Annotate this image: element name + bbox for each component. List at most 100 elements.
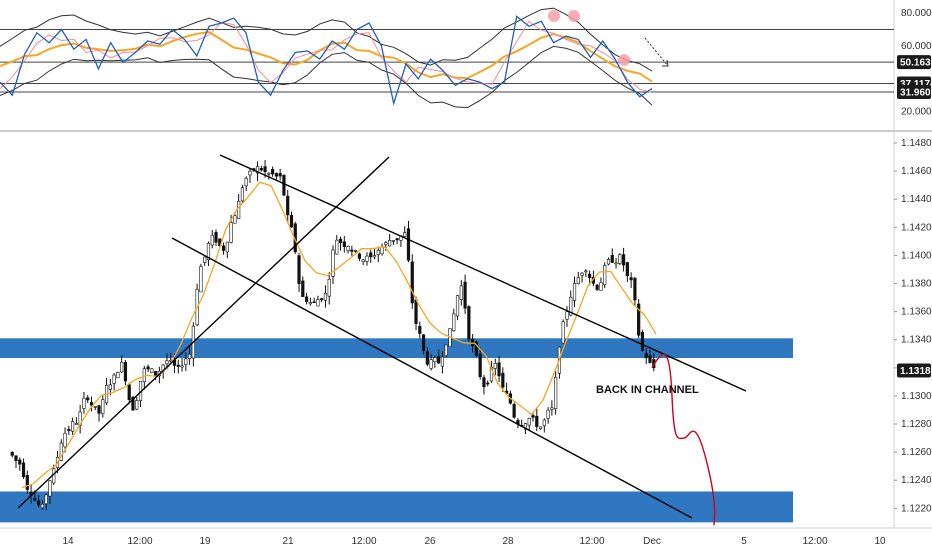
candle-body xyxy=(629,277,633,281)
candle-body xyxy=(21,462,26,478)
candle-body xyxy=(18,459,22,465)
candle-body xyxy=(584,270,588,273)
candle-body xyxy=(97,405,101,414)
candle-body xyxy=(63,432,67,448)
oscillator-moving-average xyxy=(0,31,653,83)
candle-body xyxy=(501,372,505,388)
candle-body xyxy=(497,362,501,377)
price-tick-label: 1.13400 xyxy=(901,335,932,346)
candle-body xyxy=(565,311,569,320)
trend-arrow-head xyxy=(662,59,669,67)
candle-body xyxy=(357,253,362,259)
price-tick-label: 1.14800 xyxy=(901,138,932,149)
candle-body xyxy=(361,259,365,262)
candle-body xyxy=(146,366,150,370)
oscillator-signal-line xyxy=(0,20,653,94)
candle-body xyxy=(120,361,124,373)
candle-body xyxy=(327,278,331,297)
candle-body xyxy=(350,249,354,252)
candle-body xyxy=(176,364,180,367)
candle-body xyxy=(410,261,414,304)
price-moving-average xyxy=(21,181,657,489)
candle-body xyxy=(71,421,75,432)
candle-body xyxy=(25,475,29,490)
candle-body xyxy=(37,500,41,506)
candle-body xyxy=(467,306,471,340)
candle-body xyxy=(459,285,463,301)
candle-body xyxy=(108,384,112,390)
candle-body xyxy=(210,234,214,246)
oscillator-lower-band xyxy=(0,45,653,109)
candle-body xyxy=(199,266,203,293)
resistance-zone xyxy=(0,338,793,358)
candle-body xyxy=(286,195,290,216)
candle-body xyxy=(221,245,226,251)
candle-body xyxy=(380,246,384,255)
candle-body xyxy=(369,252,373,258)
candle-body xyxy=(271,169,275,175)
candle-body xyxy=(561,321,565,344)
overbought-marker xyxy=(548,10,560,22)
candle-body xyxy=(471,338,475,347)
price-tick-label: 1.14200 xyxy=(901,222,932,233)
candle-body xyxy=(572,283,577,301)
candle-body xyxy=(414,299,418,324)
oscillator-badge-label: 37.1174 xyxy=(900,79,932,90)
candle-body xyxy=(554,377,558,410)
overbought-marker xyxy=(568,10,580,22)
candle-body xyxy=(259,168,263,171)
candle-body xyxy=(463,281,467,309)
candle-body xyxy=(395,238,399,241)
candle-body xyxy=(633,278,637,301)
price-tick-label: 1.14000 xyxy=(901,250,932,261)
candle-body xyxy=(391,240,395,242)
ascending-trendline xyxy=(17,156,390,509)
candle-body xyxy=(354,250,358,252)
candle-body xyxy=(180,365,184,368)
candle-body xyxy=(237,200,241,220)
candle-body xyxy=(603,265,607,286)
candle-body xyxy=(86,397,90,401)
candle-body xyxy=(546,409,550,419)
candle-body xyxy=(289,215,294,228)
back-in-channel-annotation: BACK IN CHANNEL xyxy=(596,384,699,396)
candle-body xyxy=(406,228,411,261)
candle-body xyxy=(267,172,271,175)
time-tick-label: 26 xyxy=(424,536,436,547)
candle-body xyxy=(248,170,252,176)
candle-body xyxy=(588,273,592,278)
candle-body xyxy=(455,295,460,317)
candle-body xyxy=(14,455,18,461)
candle-body xyxy=(550,407,554,410)
channel-upper-line xyxy=(219,154,747,392)
candle-body xyxy=(418,326,422,334)
candle-body xyxy=(229,222,233,243)
candle-body xyxy=(433,357,437,363)
candle-body xyxy=(437,356,441,364)
candle-body xyxy=(278,173,282,177)
candle-body xyxy=(255,166,260,174)
candle-body xyxy=(331,249,335,277)
support-zone xyxy=(0,491,793,523)
candle-body xyxy=(444,344,448,357)
candle-body xyxy=(274,173,278,177)
candle-body xyxy=(640,331,645,351)
candle-body xyxy=(40,503,45,509)
candle-body xyxy=(372,255,377,258)
candle-body xyxy=(320,298,324,301)
time-tick-label: 14 xyxy=(62,536,74,547)
price-tick-label: 1.12200 xyxy=(901,503,932,514)
candle-body xyxy=(580,272,584,276)
candle-body xyxy=(89,402,94,406)
candle-body xyxy=(135,400,139,410)
candle-body xyxy=(531,415,535,418)
candle-body xyxy=(474,341,479,356)
candle-body xyxy=(542,419,546,427)
price-tick-label: 1.12600 xyxy=(901,447,932,458)
candle-body xyxy=(538,426,543,430)
candle-body xyxy=(10,451,14,456)
candle-body xyxy=(429,359,433,369)
candle-body xyxy=(648,355,652,363)
candle-body xyxy=(338,238,343,243)
